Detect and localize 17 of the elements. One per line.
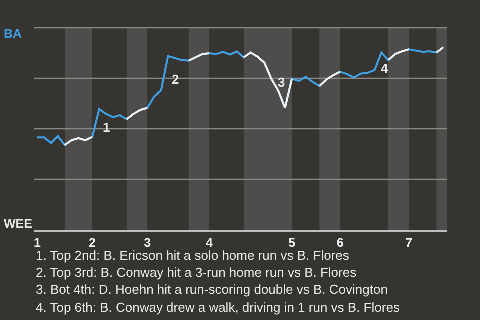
text: WEE (4, 217, 32, 231)
annotation: 4 (381, 61, 389, 76)
x-tick-label: 6 (336, 236, 344, 250)
text: 4. Top 6th: B. Conway drew a walk, driving in 1 run vs B. Flores (36, 300, 400, 315)
text: 2. Top 3rd: B. Conway hit a 3-run home run vs B. Flores (36, 265, 358, 280)
text: 1. Top 2nd: B. Ericson hit a solo home run vs B. Flores (36, 248, 350, 263)
annotation: 1 (103, 120, 110, 135)
x-tick-label: 2 (89, 236, 96, 250)
annotation: 3 (278, 75, 286, 90)
text: BA (4, 27, 22, 41)
x-tick-label: 5 (288, 236, 296, 250)
x-tick-label: 1 (34, 236, 41, 250)
x-tick-label: 7 (406, 236, 413, 250)
annotation: 2 (172, 72, 180, 87)
text: 3. Bot 4th: D. Hoehn hit a run-scoring double vs B. Covington (36, 282, 388, 297)
x-tick-label: 4 (206, 236, 214, 250)
x-tick-label: 3 (144, 236, 152, 250)
